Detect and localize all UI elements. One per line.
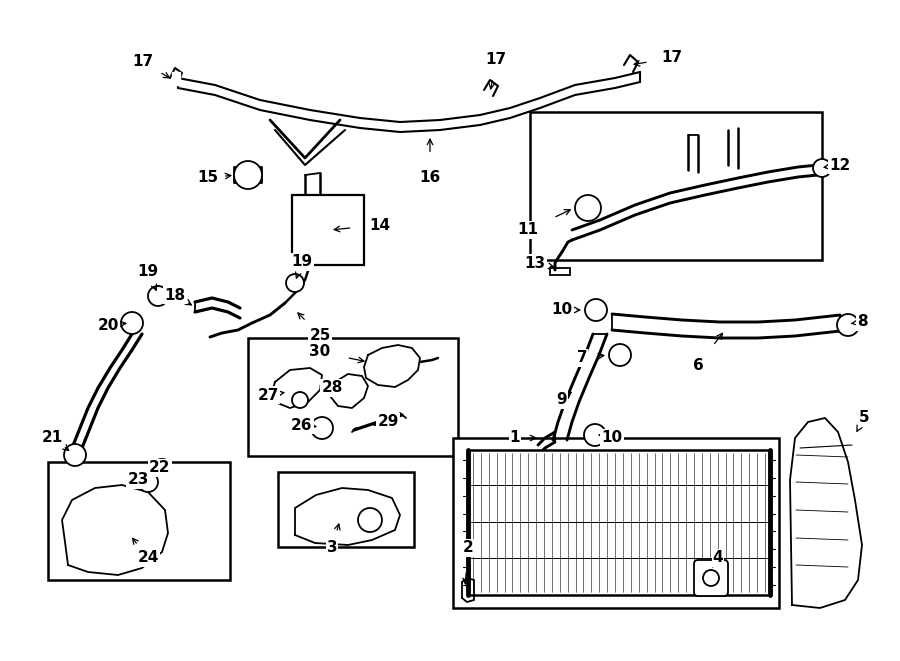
Circle shape bbox=[813, 159, 831, 177]
Circle shape bbox=[311, 417, 333, 439]
Bar bbox=[48, 462, 230, 580]
Circle shape bbox=[575, 195, 601, 221]
Text: 15: 15 bbox=[197, 171, 219, 186]
Text: 23: 23 bbox=[127, 473, 148, 488]
Bar bbox=[468, 450, 770, 595]
Text: 14: 14 bbox=[369, 217, 391, 233]
Text: 7: 7 bbox=[577, 350, 588, 366]
Circle shape bbox=[837, 314, 859, 336]
Text: 8: 8 bbox=[857, 315, 868, 329]
Polygon shape bbox=[272, 368, 322, 408]
Polygon shape bbox=[62, 485, 168, 575]
Text: 6: 6 bbox=[693, 358, 704, 373]
Text: 30: 30 bbox=[310, 344, 330, 360]
Text: 24: 24 bbox=[138, 551, 158, 566]
Circle shape bbox=[286, 274, 304, 292]
Text: 17: 17 bbox=[662, 50, 682, 65]
Circle shape bbox=[609, 344, 631, 366]
Bar bbox=[530, 112, 822, 260]
Circle shape bbox=[358, 508, 382, 532]
Text: 27: 27 bbox=[257, 387, 279, 403]
Bar bbox=[292, 195, 364, 265]
Text: 1: 1 bbox=[509, 430, 520, 446]
Polygon shape bbox=[790, 418, 862, 608]
Text: 19: 19 bbox=[292, 254, 312, 270]
Text: 20: 20 bbox=[97, 317, 119, 332]
Text: 10: 10 bbox=[601, 430, 623, 446]
Text: 16: 16 bbox=[419, 171, 441, 186]
Circle shape bbox=[121, 312, 143, 334]
Text: 2: 2 bbox=[463, 541, 473, 555]
Circle shape bbox=[703, 570, 719, 586]
Text: 19: 19 bbox=[138, 264, 158, 280]
Text: 4: 4 bbox=[713, 551, 724, 566]
Bar bbox=[453, 438, 779, 608]
Text: 11: 11 bbox=[518, 223, 538, 237]
Polygon shape bbox=[330, 374, 368, 408]
Ellipse shape bbox=[153, 459, 171, 471]
FancyBboxPatch shape bbox=[694, 560, 728, 596]
Text: 21: 21 bbox=[41, 430, 63, 444]
Text: 9: 9 bbox=[557, 393, 567, 407]
Text: 17: 17 bbox=[485, 52, 507, 67]
Circle shape bbox=[585, 299, 607, 321]
Text: 28: 28 bbox=[321, 381, 343, 395]
Circle shape bbox=[292, 392, 308, 408]
Text: 25: 25 bbox=[310, 327, 330, 342]
Polygon shape bbox=[364, 345, 420, 387]
Polygon shape bbox=[172, 72, 180, 85]
Circle shape bbox=[138, 472, 158, 492]
Circle shape bbox=[148, 286, 168, 306]
Circle shape bbox=[234, 161, 262, 189]
Circle shape bbox=[64, 444, 86, 466]
Text: 3: 3 bbox=[327, 541, 338, 555]
Polygon shape bbox=[295, 488, 400, 545]
Text: 22: 22 bbox=[149, 461, 171, 475]
Text: 26: 26 bbox=[292, 418, 313, 432]
Text: 18: 18 bbox=[165, 288, 185, 303]
Text: 10: 10 bbox=[552, 303, 572, 317]
Text: 12: 12 bbox=[830, 157, 850, 173]
Bar bbox=[248, 338, 458, 456]
Text: 29: 29 bbox=[377, 414, 399, 430]
Bar bbox=[278, 472, 414, 547]
Circle shape bbox=[584, 424, 606, 446]
Text: 5: 5 bbox=[859, 410, 869, 426]
Text: 17: 17 bbox=[132, 54, 154, 69]
Text: 13: 13 bbox=[525, 256, 545, 270]
